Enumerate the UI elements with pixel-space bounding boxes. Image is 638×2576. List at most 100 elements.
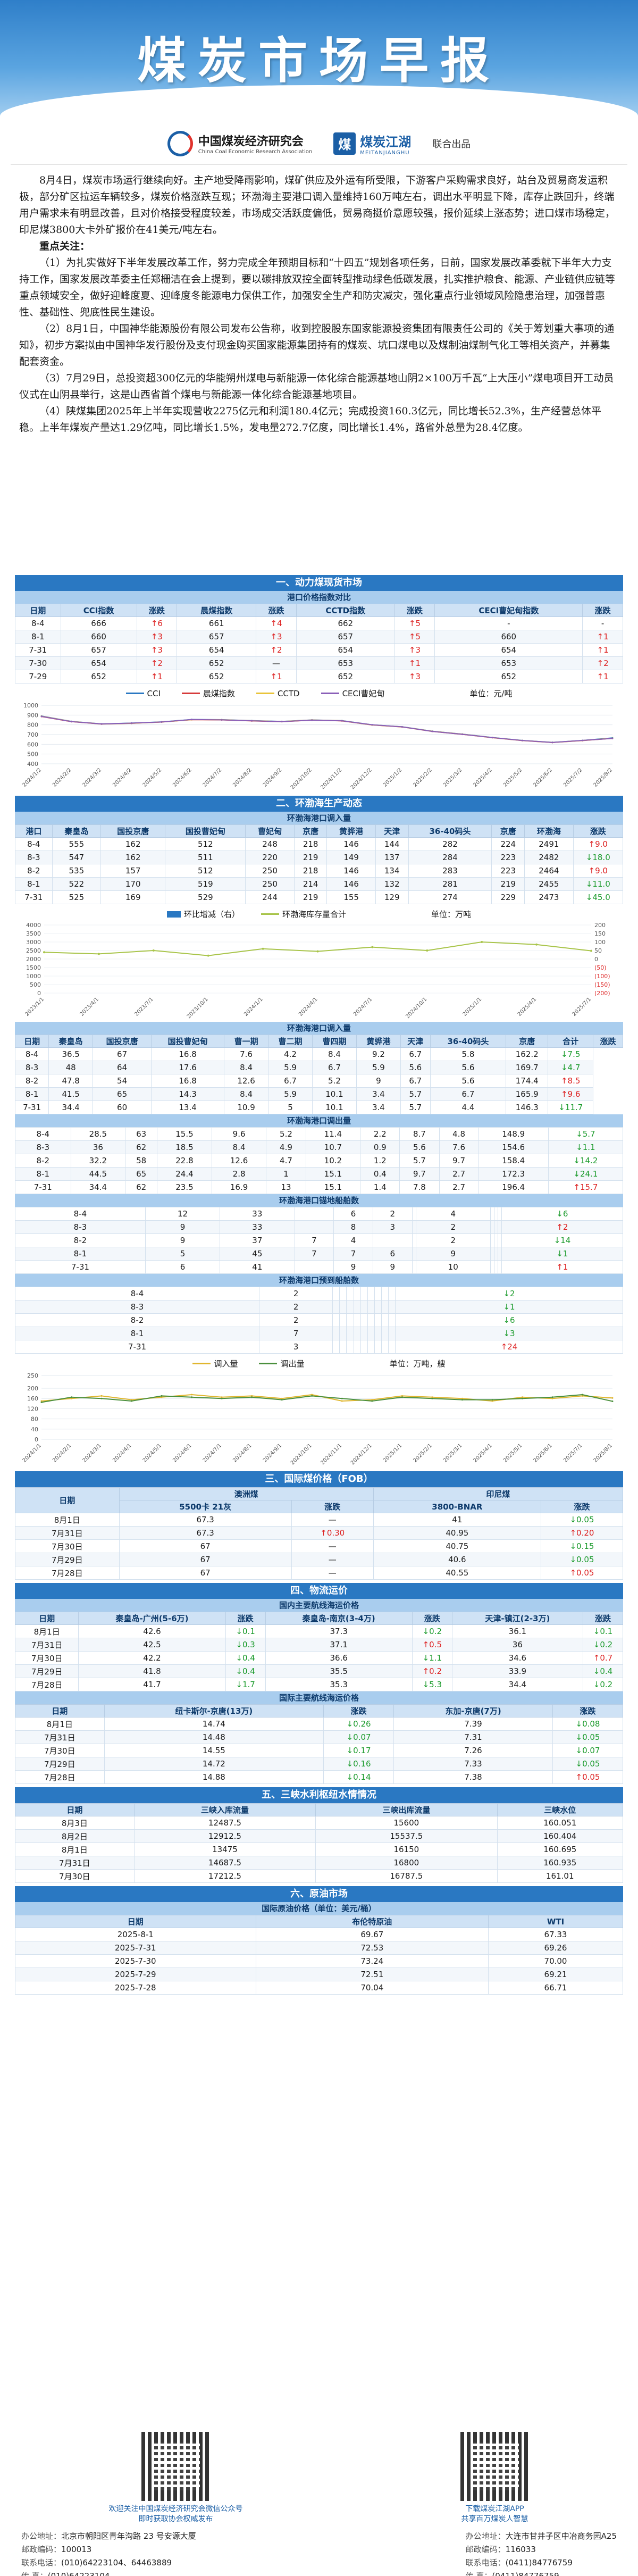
col-header: 东加-京唐(7万) (393, 1704, 553, 1718)
contact-value: 北京市朝阳区青年沟路 23 号安源大厦 (61, 2531, 196, 2541)
table-cell: 67 (119, 1566, 292, 1580)
col-header: 涨跌 (256, 604, 297, 617)
mtjh-qr-code-icon[interactable] (460, 2432, 530, 2501)
table-cell: 7.6 (224, 1047, 269, 1061)
table-row: 8-1 660 ↑3 657 ↑3 657 ↑5 660 ↑1 (15, 630, 623, 644)
domestic-freight-table: 日期 秦皇岛-广州(5-6万) 涨跌 秦皇岛-南京(3-4万) 涨跌 天津-镇江(2-3万… (14, 1612, 623, 1691)
x-tick-label: 2025/8/1 (593, 1443, 614, 1464)
table-cell: 2455 (524, 877, 574, 891)
x-tick-label: 2024/2/2 (52, 767, 73, 788)
contact-key: 办公地址： (465, 2531, 506, 2541)
table-cell: ↓0.2 (412, 1624, 452, 1638)
data-point (431, 1396, 433, 1398)
table-cell: ↓0.26 (323, 1717, 394, 1731)
table-cell: ↓1 (501, 1247, 624, 1261)
table-cell: ↑2 (582, 656, 623, 670)
data-point (71, 1396, 73, 1398)
y-tick-label: 1500 (26, 964, 41, 971)
y2-tick-label: (200) (594, 990, 610, 997)
table-cell: ↑4 (256, 616, 297, 630)
article-heading: 重点关注： (39, 240, 90, 252)
table-cell: 652 (296, 670, 395, 683)
table-row: 2025-8-1 69.67 67.33 (15, 1928, 623, 1941)
table-cell: 8-4 (15, 616, 61, 630)
table-cell (294, 1207, 334, 1221)
table-cell: 16150 (315, 1843, 498, 1856)
table-cell: ↑1 (582, 630, 623, 644)
x-tick-label: 2024/12/1 (350, 1443, 373, 1466)
x-tick-label: 2025/8/2 (593, 767, 614, 788)
table-cell: 7月29日 (15, 1757, 105, 1771)
table-cell: 5.7 (400, 1087, 431, 1101)
table-cell: 654 (177, 643, 257, 657)
contact-key: 邮政编码： (21, 2545, 62, 2554)
table-cell: 555 (52, 837, 102, 851)
table-row: 8-1 44.5 65 24.4 2.8 1 15.1 0.4 9.7 2.7 172.3 ↓24.1 (15, 1167, 624, 1181)
y-tick-label: 2000 (26, 956, 41, 963)
table-cell: 519 (165, 877, 246, 891)
table-cell: 157 (100, 864, 166, 878)
ccera-qr-code-icon[interactable] (141, 2432, 211, 2501)
col-header: 澳洲煤 (119, 1487, 374, 1500)
table-cell: 6.7 (268, 1074, 313, 1088)
table-cell: 28.5 (70, 1127, 126, 1141)
table-row: 7-31 6 41 9 9 10 ↑1 (15, 1260, 624, 1274)
col-header: 曹妃甸 (245, 824, 295, 838)
table-cell: 160.051 (497, 1816, 624, 1830)
table-row: 8-2 535 157 512 250 218 146 134 283 223 2464 ↑9.0 (15, 864, 624, 878)
data-point (311, 1394, 313, 1396)
data-point (426, 949, 429, 952)
contact-line: 传 真：(010)64223104 (21, 2570, 196, 2576)
table-cell: 69.21 (488, 1968, 623, 1981)
table-row: 2025-7-29 72.51 69.21 (15, 1968, 623, 1981)
table-cell (367, 1340, 375, 1354)
contact-line: 邮政编码：116033 (466, 2543, 617, 2556)
section-crude-oil: 六、原油市场 国际原油价格（单位：美元/桶） 日期 布伦特原油 WTI 2025-8-… (15, 1886, 623, 1995)
table-cell (412, 1220, 416, 1234)
data-point (40, 1401, 43, 1403)
ccera-emblem-icon (167, 130, 193, 156)
table-cell: 8.4 (312, 1047, 357, 1061)
table-cell: 5 (145, 1247, 221, 1261)
table-cell: 172.3 (478, 1167, 549, 1181)
data-point (131, 722, 133, 724)
table-row: 8-1 41.5 65 14.3 8.4 5.9 10.1 3.4 5.7 6.7 165.9 ↑9.… (14, 1087, 623, 1101)
table-cell: ↓6 (501, 1207, 624, 1221)
col-header: 36-40码头 (408, 824, 492, 838)
y-tick-label: 700 (27, 731, 38, 738)
data-point (551, 1396, 553, 1398)
x-tick-label: 2024/4/1 (112, 1443, 133, 1464)
table-subtitle: 环渤海港口预到船舶数 (15, 1274, 623, 1287)
ccera-contact-info: 办公地址：北京市朝阳区青年沟路 23 号安源大厦 邮政编码：100013 联系电话：… (21, 2530, 196, 2576)
table-cell (497, 1220, 502, 1234)
section-title: 三、国际煤价格（FOB） (15, 1471, 623, 1487)
table-cell: 63 (125, 1127, 158, 1141)
data-point (590, 949, 592, 952)
table-cell: ↑0.5 (412, 1638, 452, 1652)
col-header: CCI指数 (60, 604, 137, 617)
table-cell: 229 (491, 890, 525, 904)
table-cell: ↑0.2 (412, 1664, 452, 1678)
qr-caption: 共享百万煤炭人智慧 (461, 2515, 528, 2523)
qr-caption: 下载煤炭江湖APP (465, 2505, 524, 2513)
table-cell: 3 (372, 1220, 413, 1234)
table-cell: 73.24 (255, 1954, 489, 1968)
y-tick-label: 3500 (26, 930, 41, 937)
table-subtitle: 环渤海港口调入量 (15, 812, 623, 824)
table-cell: 48 (48, 1061, 94, 1074)
data-point (191, 1394, 193, 1396)
table-cell: 8月1日 (15, 1513, 120, 1527)
ccera-logo: 中国煤炭经济研究会 China Coal Economic Research A… (167, 130, 312, 156)
table-cell (360, 1340, 368, 1354)
table-cell: 14.48 (104, 1730, 324, 1744)
chart-unit: 单位：元/吨 (469, 689, 513, 698)
table-cell (374, 1313, 382, 1327)
table-cell: 67.3 (119, 1513, 292, 1527)
table-cell: ↑6 (136, 616, 178, 630)
table-cell: 158.4 (478, 1154, 549, 1168)
table-cell: 2025-7-31 (15, 1941, 256, 1955)
table-cell: ↓0.2 (583, 1678, 623, 1691)
y2-tick-label: (50) (594, 964, 607, 971)
table-subtitle: 环渤海港口锚地船舶数 (15, 1194, 623, 1207)
table-cell: 5 (268, 1101, 313, 1114)
